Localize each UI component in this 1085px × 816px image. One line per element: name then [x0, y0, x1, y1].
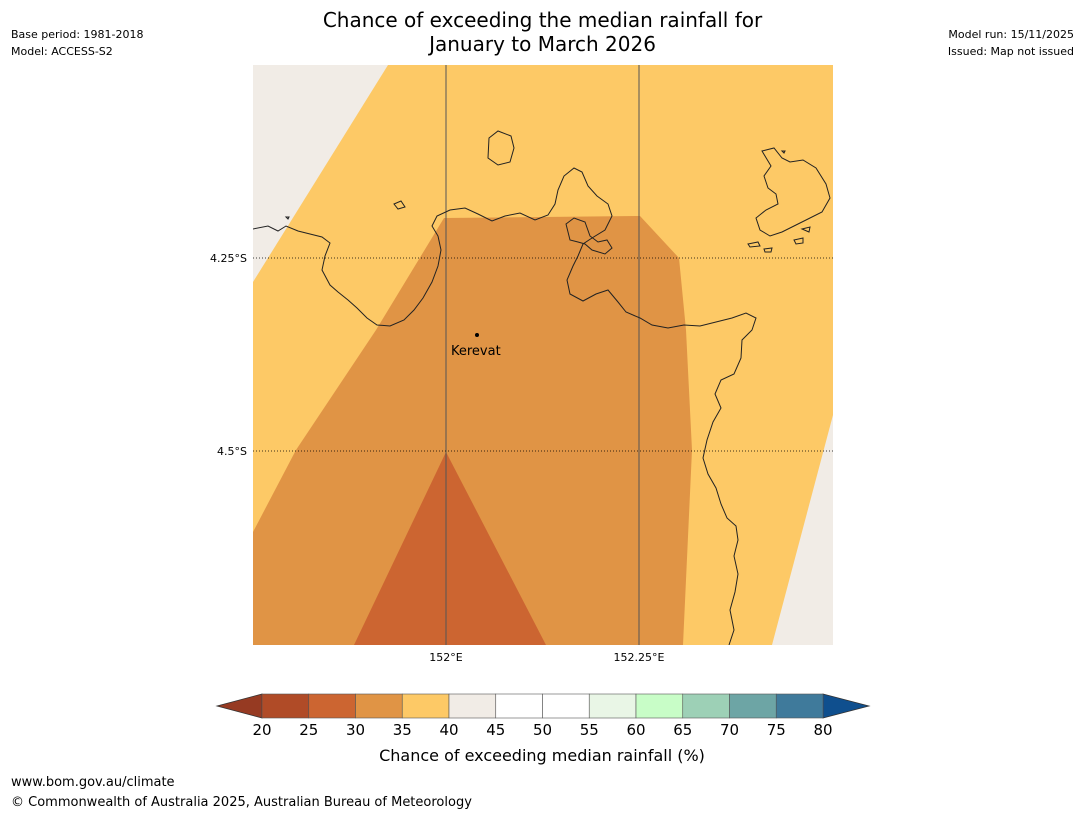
- colorbar-tick-label: 55: [580, 721, 599, 739]
- colorbar-cell: [588, 693, 637, 719]
- colorbar-tick-label: 70: [720, 721, 739, 739]
- bay-inner: [565, 217, 613, 255]
- colorbar-tick-label: 30: [346, 721, 365, 739]
- colorbar-tick-label: 50: [533, 721, 552, 739]
- lat-label-4-5: 4.5°S: [217, 445, 247, 458]
- model-text: Model: ACCESS-S2: [11, 45, 113, 58]
- base-period-text: Base period: 1981-2018: [11, 28, 144, 41]
- kerevat-label: Kerevat: [451, 344, 501, 359]
- colorbar-cell: [355, 693, 403, 719]
- band-40-45-top-left: [253, 65, 388, 282]
- colorbar-cell: [775, 693, 824, 719]
- band-25-30: [354, 452, 546, 645]
- colorbar-cell: [308, 693, 356, 719]
- coastline-main: [253, 167, 757, 645]
- map-panel: Kerevat: [253, 65, 833, 645]
- colorbar-cell: [495, 693, 543, 719]
- colorbar-tick-label: 60: [626, 721, 645, 739]
- meta-right: Model run: 15/11/2025 Issued: Map not is…: [948, 26, 1074, 60]
- colorbar-title: Chance of exceeding median rainfall (%): [379, 746, 705, 765]
- island-east-small-1: [747, 241, 761, 248]
- island-east-small-2: [763, 247, 773, 253]
- islands-east: [755, 147, 831, 237]
- colorbar-tick-label: 20: [252, 721, 271, 739]
- band-30-35: [253, 216, 692, 645]
- island-top: [487, 130, 515, 166]
- colorbar-tick-label: 35: [393, 721, 412, 739]
- kerevat-marker-icon: [475, 333, 479, 337]
- colorbar-cell: [682, 693, 730, 719]
- colorbar-low-extend: [215, 693, 263, 719]
- island-east-small-4: [800, 226, 811, 233]
- colorbar-cell: [448, 693, 497, 719]
- islet-2: [780, 150, 786, 154]
- colorbar-tick-label: 45: [486, 721, 505, 739]
- colorbar-cell: [261, 693, 310, 719]
- colorbar-tick-label: 80: [813, 721, 832, 739]
- title-line-1: Chance of exceeding the median rainfall …: [322, 8, 763, 32]
- issued-text: Issued: Map not issued: [947, 45, 1074, 58]
- map-title: Chance of exceeding the median rainfall …: [0, 8, 1085, 56]
- colorbar-tick-label: 75: [767, 721, 786, 739]
- colorbar-cell: [729, 693, 777, 719]
- colorbar: 20 25 30 35 40 45 50 55 60 65 70 75 80 Chance of exc…: [215, 693, 871, 765]
- lat-label-4-25: 4.25°S: [210, 252, 247, 265]
- lon-label-152-25: 152.25°E: [614, 651, 665, 664]
- title-line-2: January to March 2026: [429, 32, 656, 56]
- colorbar-high-extend: [822, 693, 871, 719]
- colorbar-tick-label: 65: [673, 721, 692, 739]
- coastline: [253, 130, 831, 645]
- colorbar-cell: [401, 693, 450, 719]
- colorbar-cell: [542, 693, 590, 719]
- colorbar-tick-label: 40: [439, 721, 458, 739]
- colorbar-cell: [635, 693, 684, 719]
- meta-left: Base period: 1981-2018 Model: ACCESS-S2: [11, 26, 143, 60]
- colorbar-tick-label: 25: [299, 721, 318, 739]
- island-east-small-3: [793, 237, 804, 245]
- footer-copyright: © Commonwealth of Australia 2025, Austra…: [11, 795, 472, 810]
- footer-url: www.bom.gov.au/climate: [11, 775, 175, 790]
- islet-1: [284, 216, 290, 220]
- lon-label-152: 152°E: [429, 651, 462, 664]
- island-small-left: [393, 200, 406, 210]
- band-40-45-bottom-right: [772, 415, 833, 645]
- model-run-text: Model run: 15/11/2025: [948, 28, 1074, 41]
